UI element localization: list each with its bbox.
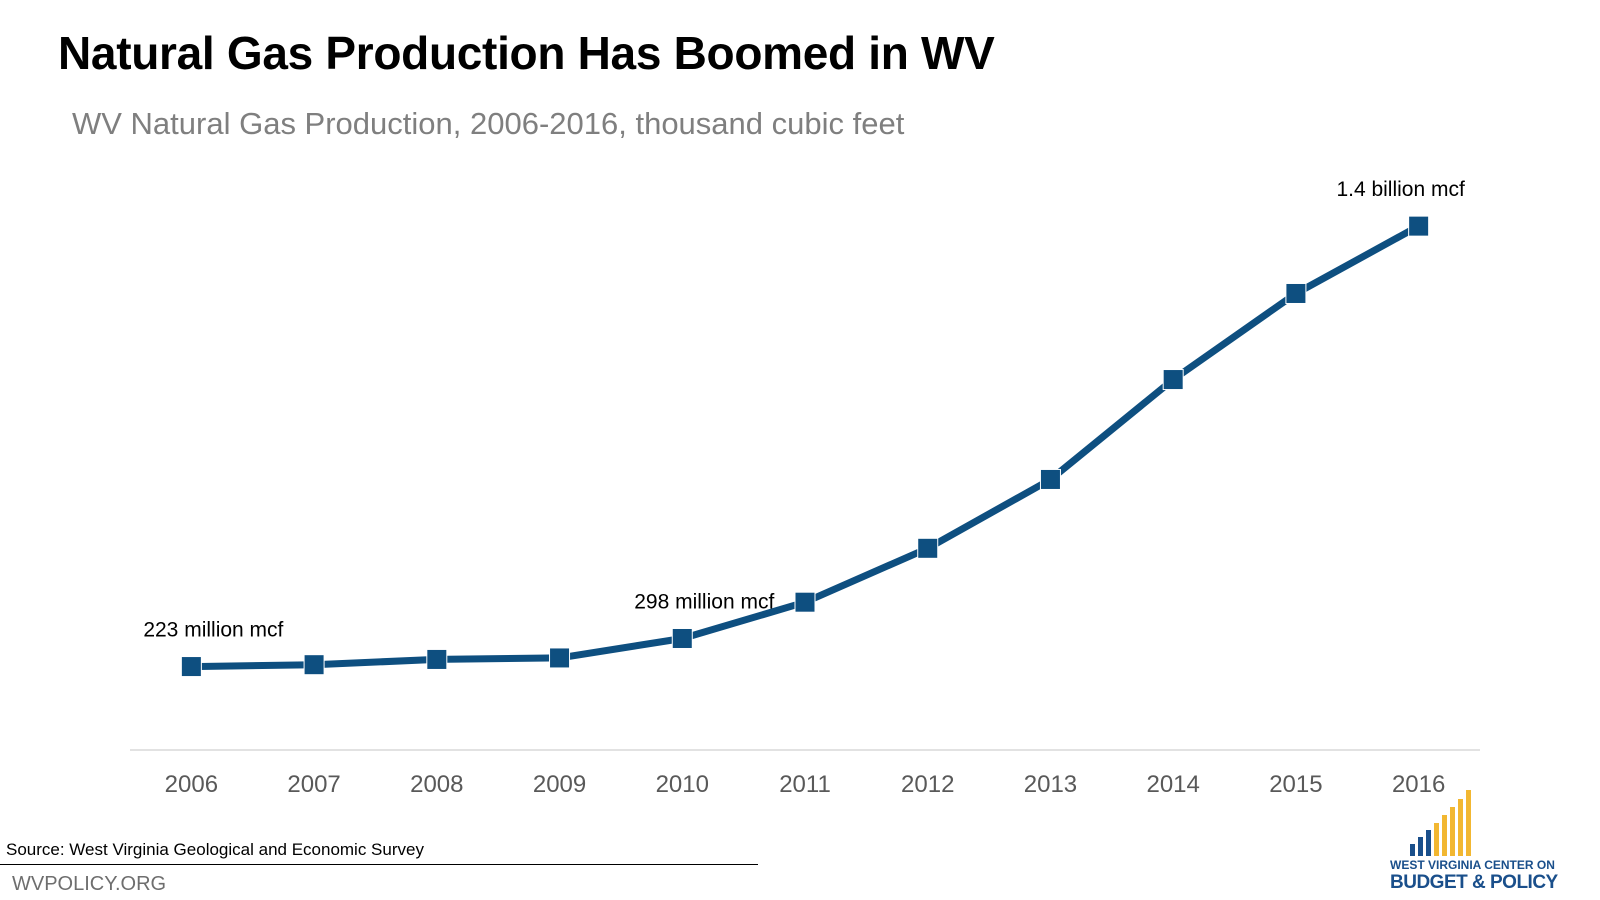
source-divider: [0, 864, 758, 865]
x-axis: 2006 2007 2008 2009 2010 2011 2012 2013 2014 2015…: [130, 749, 1480, 798]
chart-subtitle: WV Natural Gas Production, 2006-2016, th…: [72, 106, 905, 141]
line-chart: 2006 2007 2008 2009 2010 2011 2012 2013 2014 2015…: [130, 178, 1480, 798]
x-tick-label: 2014: [1146, 771, 1199, 798]
x-tick-label: 2008: [410, 771, 463, 798]
x-tick-label: 2010: [656, 771, 709, 798]
x-tick-label: 2012: [901, 771, 954, 798]
data-point-marker: [1039, 468, 1061, 490]
x-tick-label: 2007: [287, 771, 340, 798]
site-url[interactable]: WVPOLICY.ORG: [12, 873, 167, 895]
data-label: 298 million mcf: [634, 590, 774, 613]
source-note: Source: West Virginia Geological and Eco…: [6, 840, 424, 859]
x-tick-label: 2009: [533, 771, 586, 798]
data-point-marker: [671, 627, 693, 649]
logo-org-line: WEST VIRGINIA CENTER ON: [1390, 858, 1555, 872]
data-label: 1.4 billion mcf: [1336, 178, 1465, 201]
x-tick-label: 2015: [1269, 771, 1322, 798]
data-point-marker: [917, 537, 939, 559]
label-layer: 223 million mcf 298 million mcf 1.4 billio…: [143, 178, 1465, 641]
data-point-marker: [303, 654, 325, 676]
data-point-marker: [180, 656, 202, 678]
data-label: 223 million mcf: [143, 619, 283, 642]
marker-layer: [180, 215, 1430, 678]
x-tick-label: 2011: [779, 771, 831, 798]
data-point-marker: [1408, 215, 1430, 237]
wvcbp-logo: WEST VIRGINIA CENTER ON BUDGET & POLICY: [1386, 788, 1586, 896]
data-point-marker: [426, 648, 448, 670]
logo-bars-icon: [1410, 790, 1471, 856]
data-point-marker: [1285, 282, 1307, 304]
chart-title: Natural Gas Production Has Boomed in WV: [58, 27, 995, 79]
data-point-marker: [1162, 369, 1184, 391]
data-point-marker: [549, 647, 571, 669]
logo-org-name: BUDGET & POLICY: [1390, 872, 1558, 893]
x-tick-label: 2013: [1024, 771, 1077, 798]
x-tick-label: 2006: [165, 771, 218, 798]
x-tick-label: 2016: [1392, 771, 1445, 798]
data-point-marker: [794, 591, 816, 613]
